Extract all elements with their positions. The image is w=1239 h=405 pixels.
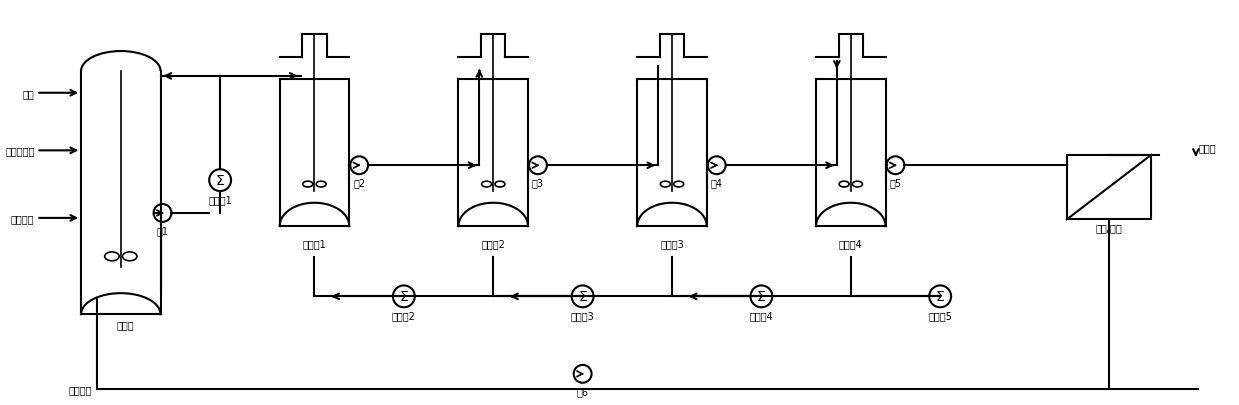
Text: 朷6: 朷6	[576, 386, 589, 396]
Text: 过滤/离心: 过滤/离心	[1095, 223, 1123, 233]
Text: 结晶刨4: 结晶刨4	[839, 239, 862, 248]
Text: 朷5: 朷5	[890, 178, 902, 188]
Text: 溶液: 溶液	[22, 89, 35, 98]
Bar	[1067, 156, 1151, 220]
Text: 换热刨5: 换热刨5	[928, 311, 952, 320]
Text: Σ: Σ	[399, 290, 408, 304]
Text: Σ: Σ	[216, 174, 224, 188]
Text: 换热刨1: 换热刨1	[208, 194, 232, 205]
Text: 朷3: 朷3	[532, 178, 544, 188]
Text: 结晶刨1: 结晶刨1	[302, 239, 326, 248]
Text: Σ: Σ	[579, 290, 587, 304]
Text: Σ: Σ	[757, 290, 766, 304]
Text: 换热刨3: 换热刨3	[571, 311, 595, 320]
Text: 朷2: 朷2	[353, 178, 366, 188]
Text: 结晶刨3: 结晶刨3	[660, 239, 684, 248]
Text: 换热刨4: 换热刨4	[750, 311, 773, 320]
Text: 结晶刨2: 结晶刨2	[481, 239, 506, 248]
Text: 朷4: 朷4	[711, 178, 722, 188]
Text: 蒙氨酸粗品: 蒙氨酸粗品	[5, 146, 35, 156]
Text: 溢解罐: 溢解罐	[116, 320, 135, 329]
Text: Σ: Σ	[935, 290, 944, 304]
Text: 循环母液: 循环母液	[11, 213, 35, 223]
Text: 朷1: 朷1	[156, 225, 169, 235]
Text: 换热刨2: 换热刨2	[392, 311, 416, 320]
Text: 母液回流: 母液回流	[68, 384, 92, 394]
Text: 成品液: 成品液	[1199, 143, 1217, 153]
